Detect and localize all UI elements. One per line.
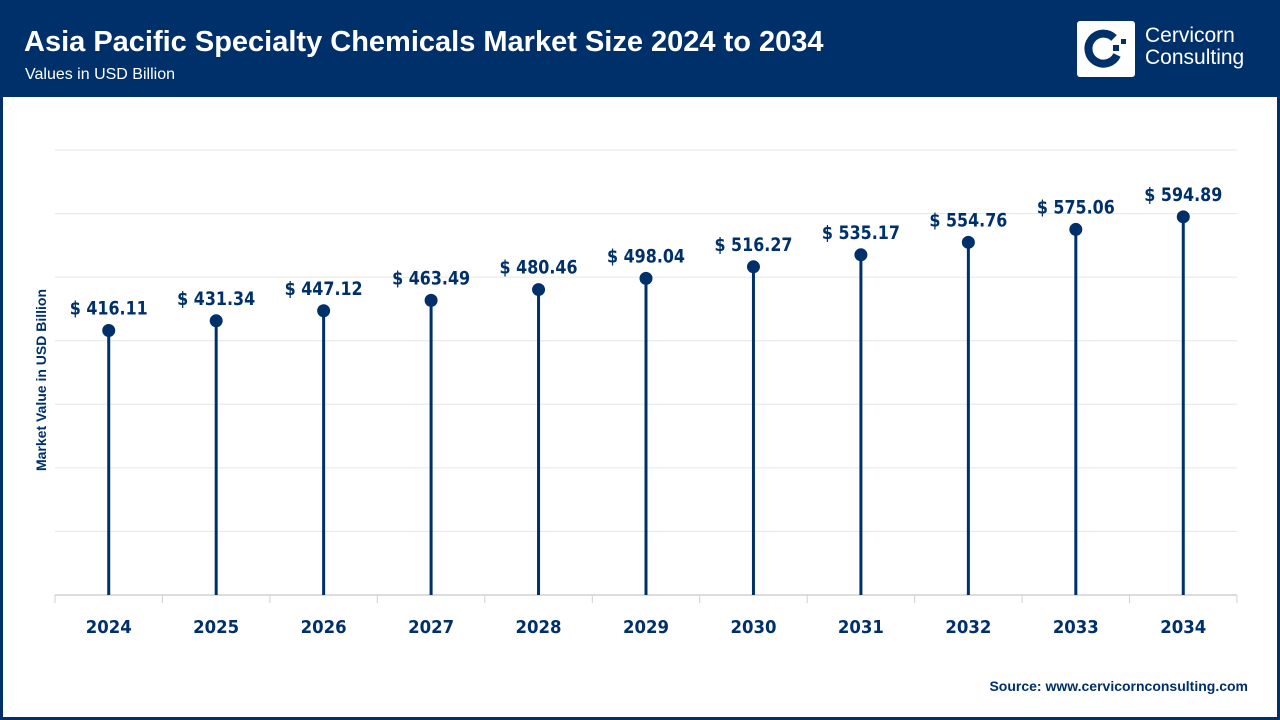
lollipop-dot bbox=[209, 314, 223, 328]
lollipop-dot bbox=[854, 248, 868, 262]
lollipop-dot bbox=[746, 260, 760, 274]
data-label: $ 480.46 bbox=[500, 257, 578, 279]
x-tick-label: 2029 bbox=[623, 617, 669, 638]
lollipop-dot bbox=[424, 293, 438, 307]
data-label: $ 431.34 bbox=[177, 288, 255, 310]
x-tick-label: 2034 bbox=[1160, 617, 1206, 638]
x-tick-label: 2024 bbox=[86, 617, 132, 638]
lollipop-dot bbox=[1176, 210, 1190, 224]
lollipop-dot bbox=[639, 271, 653, 285]
data-label: $ 447.12 bbox=[285, 278, 363, 300]
lollipop-dot bbox=[102, 323, 116, 337]
data-label: $ 463.49 bbox=[392, 267, 470, 289]
data-label: $ 575.06 bbox=[1037, 196, 1115, 218]
x-tick-label: 2030 bbox=[730, 617, 776, 638]
x-tick-label: 2025 bbox=[193, 617, 239, 638]
cervicorn-logo-icon bbox=[1077, 21, 1135, 77]
lollipop-dot bbox=[961, 235, 975, 249]
data-label: $ 498.04 bbox=[607, 245, 685, 267]
source-text: Source: www.cervicornconsulting.com bbox=[989, 678, 1248, 694]
data-label: $ 594.89 bbox=[1144, 184, 1222, 206]
data-label: $ 535.17 bbox=[822, 222, 900, 244]
x-tick-label: 2032 bbox=[945, 617, 991, 638]
chart-title: Asia Pacific Specialty Chemicals Market … bbox=[24, 26, 824, 58]
x-tick-label: 2031 bbox=[838, 617, 884, 638]
x-tick-label: 2026 bbox=[301, 617, 347, 638]
data-label: $ 516.27 bbox=[714, 234, 792, 256]
x-tick-label: 2027 bbox=[408, 617, 454, 638]
chart-subtitle: Values in USD Billion bbox=[25, 66, 175, 83]
header: Asia Pacific Specialty Chemicals Market … bbox=[0, 0, 1280, 97]
data-label: $ 416.11 bbox=[70, 297, 148, 319]
lollipop-dot bbox=[317, 304, 331, 318]
lollipop-dot bbox=[1069, 222, 1083, 236]
logo-text: Cervicorn Consulting bbox=[1145, 24, 1245, 69]
data-label: $ 554.76 bbox=[929, 209, 1007, 231]
lollipop-dot bbox=[532, 283, 546, 297]
x-tick-label: 2028 bbox=[516, 617, 562, 638]
x-tick-label: 2033 bbox=[1053, 617, 1099, 638]
